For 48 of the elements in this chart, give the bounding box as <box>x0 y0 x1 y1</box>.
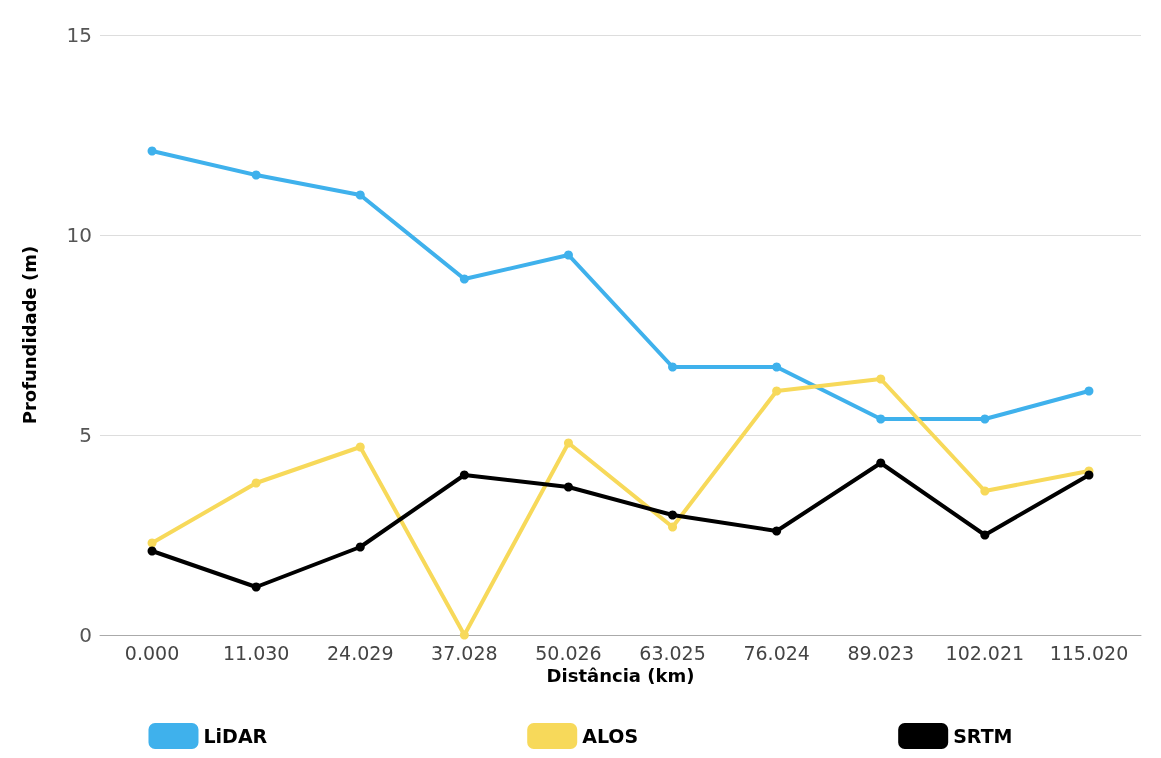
x-tick-label: 102.021 <box>945 641 1025 664</box>
point <box>1084 470 1094 480</box>
point <box>459 470 469 480</box>
point <box>147 146 157 156</box>
y-tick-label: 5 <box>79 423 92 447</box>
x-axis-title: Distância (km) <box>546 665 695 687</box>
point <box>355 190 365 200</box>
x-tick-label: 50.026 <box>535 641 602 664</box>
point <box>876 414 886 424</box>
point <box>668 522 678 532</box>
point <box>563 250 573 260</box>
x-tick-label: 89.023 <box>847 641 914 664</box>
point <box>668 510 678 520</box>
point <box>251 582 261 592</box>
x-tick-label: 37.028 <box>431 641 498 664</box>
point <box>563 438 573 448</box>
x-tick-label: 24.029 <box>327 641 394 664</box>
x-tick-label: 115.020 <box>1049 641 1129 664</box>
point <box>1084 386 1094 396</box>
x-tick-label: 0.000 <box>124 641 180 664</box>
legend-label: ALOS <box>582 725 639 747</box>
legend-label: LiDAR <box>203 725 268 747</box>
point <box>668 362 678 372</box>
y-tick-label: 15 <box>66 23 92 47</box>
legend-label: SRTM <box>953 725 1013 747</box>
point <box>876 374 886 384</box>
point <box>355 442 365 452</box>
point <box>980 530 990 540</box>
x-tick-label: 63.025 <box>639 641 706 664</box>
point <box>772 526 782 536</box>
point <box>772 386 782 396</box>
y-axis-title: Profundidade (m) <box>18 245 40 425</box>
point <box>563 482 573 492</box>
point <box>251 170 261 180</box>
point <box>980 486 990 496</box>
x-tick-label: 11.030 <box>222 641 290 664</box>
point <box>147 546 157 556</box>
y-tick-label: 10 <box>66 223 92 247</box>
y-tick-label: 0 <box>79 623 92 647</box>
point <box>772 362 782 372</box>
point <box>459 274 469 284</box>
point <box>355 542 365 552</box>
point <box>147 538 157 548</box>
point <box>459 630 469 640</box>
point <box>251 478 261 488</box>
point <box>876 458 886 468</box>
x-tick-label: 76.024 <box>743 641 810 664</box>
point <box>980 414 990 424</box>
